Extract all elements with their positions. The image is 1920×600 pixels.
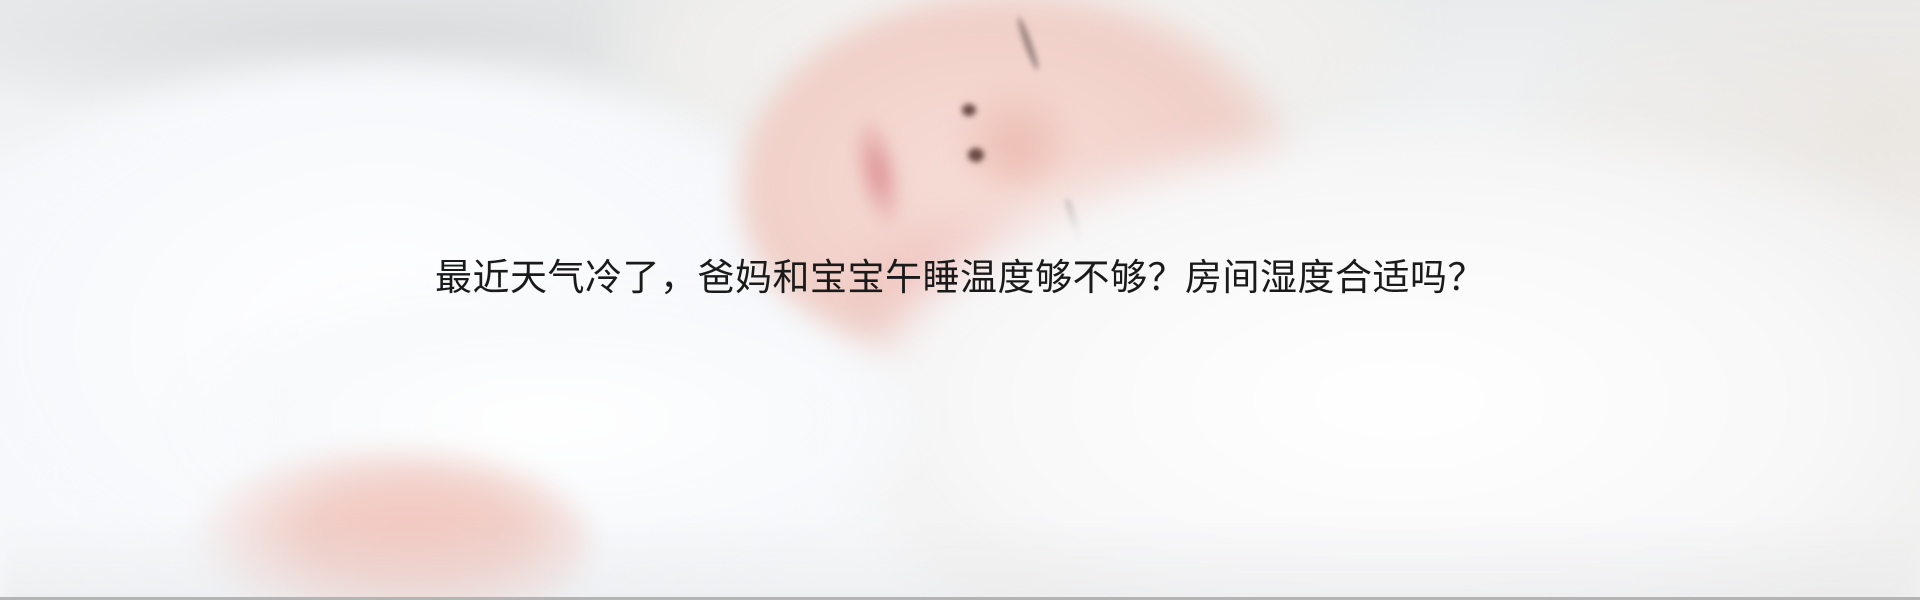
banner-title: 最近天气冷了，爸妈和宝宝午睡温度够不够？房间湿度合适吗？ xyxy=(435,256,1485,299)
background-baby-nose xyxy=(950,80,1070,190)
background-lower-shadow xyxy=(0,520,1920,600)
background-nostril xyxy=(968,148,984,162)
background-nostril xyxy=(962,104,976,116)
bottom-divider xyxy=(0,597,1920,600)
